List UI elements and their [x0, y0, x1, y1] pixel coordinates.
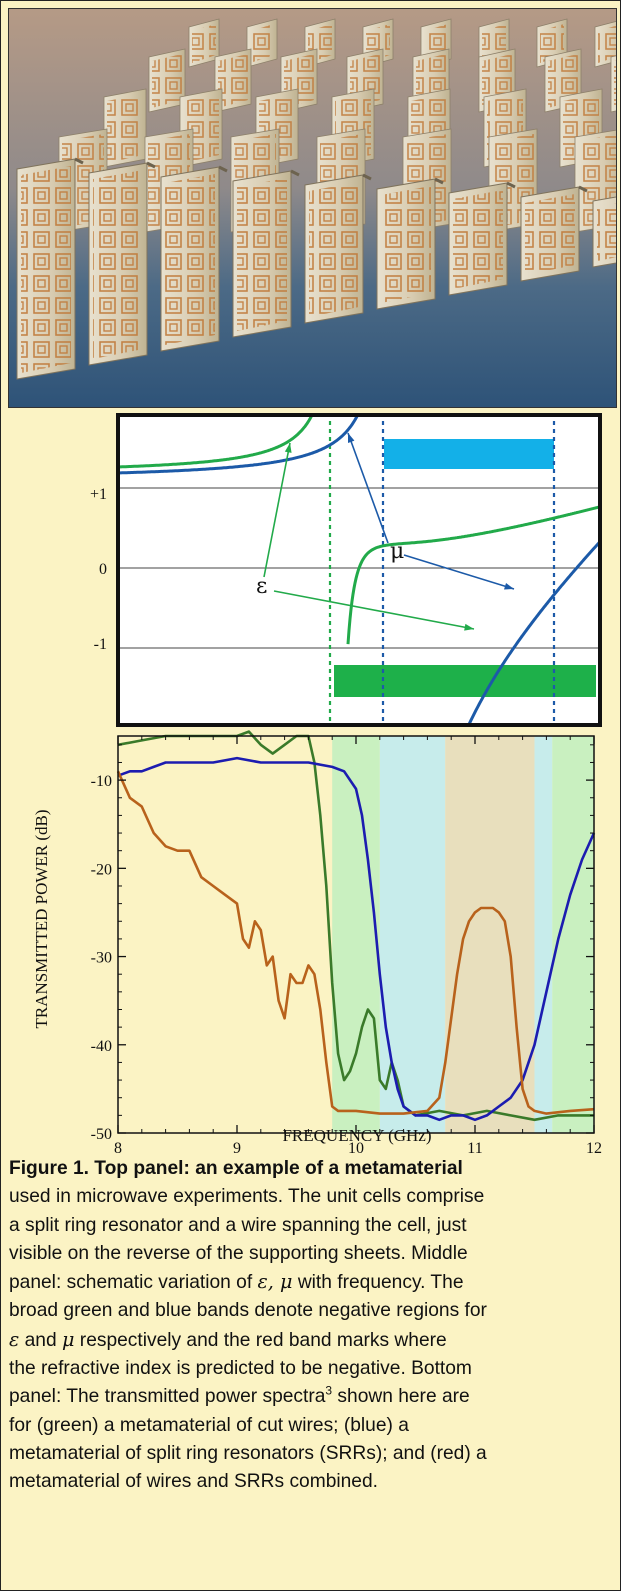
caption-line: a split ring resonator and a wire spanni…: [9, 1214, 467, 1236]
y-tick-label: -50: [91, 1126, 112, 1143]
front-sheet: [592, 196, 616, 268]
caption-text: with frequency. The: [292, 1272, 464, 1294]
x-tick-label: 10: [348, 1140, 364, 1155]
transmission-chart: 8 9 10 11 12 -10 -20 -30 -40 -50 FREQUENCY (GHz) …: [1, 729, 620, 1157]
caption-line: used in microwave experiments. The unit …: [9, 1186, 485, 1208]
y-tick-label: -40: [91, 1038, 112, 1055]
transmission-svg: 8 9 10 11 12-10-20-30-40-50 FREQUENCY (GHz) …: [32, 730, 602, 1157]
mu-arrow-left: [347, 432, 389, 544]
caption-line: metamaterial of split ring resonators (S…: [9, 1442, 487, 1464]
caption-line: broad green and blue bands denote negati…: [9, 1300, 487, 1322]
x-axis-label: FREQUENCY (GHz): [282, 1126, 431, 1145]
ytick-plus1: +1: [90, 486, 107, 503]
shaded-band: [534, 736, 553, 1133]
caption-text: respectively and the red band marks wher…: [74, 1329, 447, 1351]
mu-negative-band: [384, 439, 554, 469]
front-sheet: [448, 181, 516, 296]
front-sheet: [16, 157, 84, 380]
front-sheet: [304, 173, 372, 324]
x-tick-label: 8: [114, 1140, 122, 1155]
series-line: [116, 770, 595, 1115]
sheet: [214, 48, 252, 113]
mu-arrow-right: [403, 554, 515, 590]
caption-line: metamaterial of wires and SRRs combined.: [9, 1471, 378, 1493]
y-tick-label: -20: [91, 861, 112, 878]
front-sheet: [88, 161, 156, 366]
epsilon-arrow-left: [263, 442, 292, 578]
caption-text: shown here are: [332, 1386, 470, 1408]
front-sheet: [160, 165, 228, 352]
x-tick-label: 9: [233, 1140, 241, 1155]
schematic-border: [116, 413, 602, 727]
caption-line: ε and μ respectively and the red band ma…: [9, 1326, 615, 1355]
caption-title: Figure 1. Top panel: an example of a met…: [9, 1158, 463, 1179]
sheet: [188, 18, 220, 68]
sheet: [246, 18, 278, 68]
caption-line: for (green) a metamaterial of cut wires;…: [9, 1414, 409, 1436]
metamaterial-photo: [8, 8, 617, 408]
caption-text: panel: schematic variation of: [9, 1272, 258, 1294]
epsilon-mu-panel: μ ε: [116, 392, 604, 748]
y-tick-label: -10: [91, 773, 112, 790]
sheet: [103, 88, 147, 168]
epsilon-negative-band: [334, 665, 596, 697]
caption-text: panel: The transmitted power spectra: [9, 1386, 326, 1408]
y-axis-label: TRANSMITTED POWER (dB): [32, 809, 51, 1028]
caption-line: visible on the reverse of the supporting…: [9, 1242, 468, 1264]
mu-curve-left: [116, 392, 368, 475]
mu-label: μ: [390, 539, 404, 564]
ytick-0: 0: [99, 561, 107, 578]
caption-line: panel: schematic variation of ε, μ with …: [9, 1268, 615, 1297]
front-sheet: [232, 169, 300, 338]
x-tick-label: 12: [586, 1140, 602, 1155]
y-tick-label: -30: [91, 950, 112, 967]
epsilon-curve-left: [116, 392, 322, 469]
front-sheet: [520, 185, 588, 282]
figure-caption: Figure 1. Top panel: an example of a met…: [9, 1155, 615, 1497]
epsilon-mu-symbols: ε, μ: [257, 1270, 293, 1294]
caption-text: and: [19, 1329, 62, 1351]
mu-curve-right: [457, 538, 604, 748]
sheet: [610, 55, 616, 113]
shaded-band: [332, 736, 380, 1133]
sheet: [594, 20, 616, 68]
front-sheet: [376, 177, 444, 310]
caption-line: the refractive index is predicted to be …: [9, 1358, 472, 1380]
ytick-minus1: -1: [94, 636, 107, 653]
series-line: [117, 756, 596, 1122]
caption-line: panel: The transmitted power spectra3 sh…: [9, 1383, 615, 1411]
reference-superscript: 3: [325, 1383, 333, 1398]
epsilon-mu-schematic: μ ε: [116, 392, 604, 748]
mu-symbol: μ: [61, 1327, 75, 1351]
epsilon-label: ε: [256, 574, 267, 599]
sheet: [148, 48, 186, 113]
x-tick-label: 11: [467, 1140, 482, 1155]
epsilon-curve-right: [346, 504, 603, 645]
metamaterial-illustration: [9, 9, 616, 407]
epsilon-symbol: ε: [9, 1327, 20, 1351]
epsilon-arrow-right: [273, 590, 475, 631]
schematic-yticks: +1 0 -1: [90, 486, 107, 653]
